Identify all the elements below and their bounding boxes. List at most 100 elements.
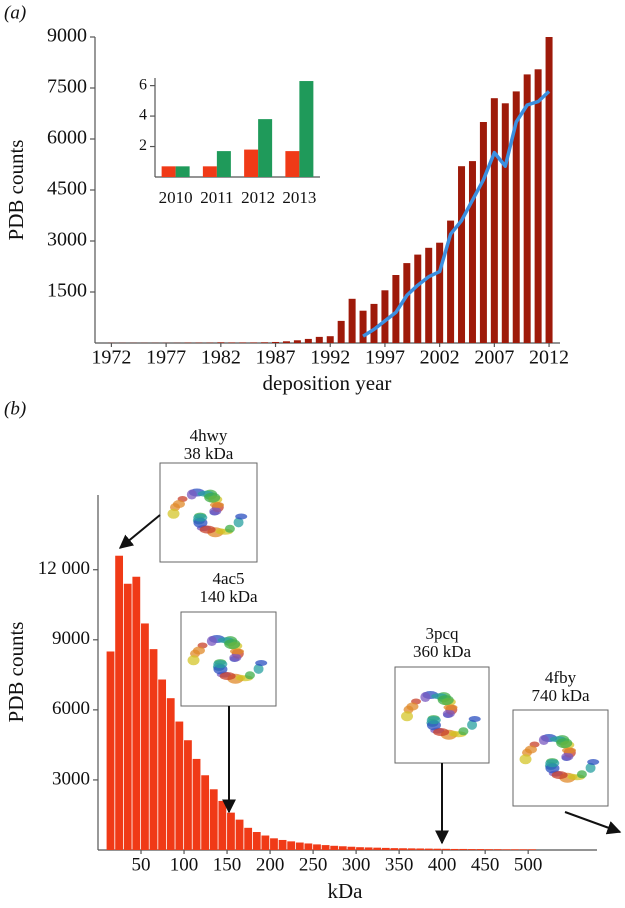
histogram-bar — [321, 845, 330, 850]
x-tick-label: 1992 — [310, 347, 350, 369]
structure-blob — [442, 709, 455, 718]
bar — [216, 151, 231, 177]
x-tick-label: 2011 — [200, 188, 233, 207]
structure-blob — [210, 501, 225, 508]
histogram-bar — [347, 846, 356, 850]
structure-blob — [406, 702, 419, 711]
structure-blob — [255, 659, 268, 666]
x-tick-label: 300 — [342, 854, 371, 875]
panel-label: (a) — [4, 2, 26, 23]
x-tick-label: 400 — [428, 854, 457, 875]
structure-blob — [401, 711, 414, 722]
histogram-bar — [416, 848, 425, 850]
bar — [315, 336, 323, 343]
structure-blob — [538, 735, 549, 746]
annotation-mass: 360 kDa — [413, 642, 472, 661]
histogram-bar — [209, 789, 218, 850]
x-tick-label: 250 — [299, 854, 328, 875]
histogram-bar — [407, 848, 416, 850]
structure-blob — [204, 492, 221, 503]
x-tick-label: 150 — [213, 854, 242, 875]
x-tick-label: 1972 — [91, 347, 131, 369]
annotation-arrow — [118, 514, 161, 549]
y-tick-label: 6000 — [52, 698, 90, 719]
bar — [425, 247, 433, 343]
structure-blob — [468, 715, 481, 722]
histogram-bar — [356, 847, 364, 850]
structure-blob — [556, 738, 573, 749]
structure-blob — [233, 517, 244, 528]
histogram-bar — [278, 839, 287, 850]
structure-blob — [567, 773, 578, 780]
histogram-bar — [442, 848, 450, 850]
histogram-bar — [502, 849, 511, 850]
histogram-bar — [192, 758, 201, 850]
bar — [239, 342, 247, 343]
structure-blob — [206, 636, 217, 647]
structure-blob — [576, 770, 587, 779]
structure-blob — [192, 646, 205, 655]
histogram-bar — [287, 841, 296, 850]
structure-blob — [458, 727, 469, 736]
histogram-bar — [106, 651, 115, 850]
trend-line — [362, 90, 551, 338]
structure-blob — [426, 716, 441, 725]
bar — [250, 342, 258, 343]
x-tick-label: 1987 — [256, 347, 296, 369]
structure-blob — [524, 745, 537, 754]
structure-blob — [519, 754, 532, 765]
structure-blob — [209, 507, 222, 516]
y-tick-label: 9000 — [52, 628, 90, 649]
histogram-bar — [235, 819, 244, 850]
structure-blob — [420, 692, 431, 703]
histogram-bar — [338, 846, 347, 850]
y-tick-label: 1500 — [47, 280, 87, 302]
histogram-bar — [373, 847, 382, 850]
y-tick-label: 4500 — [47, 178, 87, 200]
histogram-bar — [295, 842, 304, 850]
histogram-bar — [261, 835, 270, 850]
x-tick-label: 2012 — [529, 347, 569, 369]
structure-blob — [193, 513, 208, 522]
bar — [359, 310, 367, 343]
histogram-bar — [519, 849, 528, 850]
structure-blob — [562, 747, 577, 754]
histogram-bar — [270, 838, 278, 850]
structure-blob — [199, 525, 216, 534]
histogram-bar — [132, 576, 141, 850]
x-axis-title: kDa — [328, 879, 364, 903]
histogram-bar — [485, 849, 493, 850]
structure-blob — [437, 695, 454, 706]
y-tick-label: 4 — [139, 107, 147, 124]
x-tick-label: 100 — [170, 854, 199, 875]
histogram-bar — [390, 848, 399, 850]
bar — [337, 320, 345, 343]
annotation-name: 4fby — [545, 668, 577, 687]
histogram-bar — [381, 847, 390, 850]
bar — [285, 151, 300, 177]
x-tick-label: 2002 — [420, 347, 460, 369]
x-tick-label: 2013 — [282, 188, 316, 207]
bar — [175, 166, 190, 177]
structure-blob — [448, 730, 459, 737]
histogram-bar — [467, 849, 476, 850]
histogram-bar — [218, 800, 227, 850]
annotation-name: 3pcq — [425, 624, 459, 643]
histogram-bar — [227, 812, 235, 850]
structure-blob — [230, 648, 245, 655]
bar — [534, 69, 542, 344]
structure-blob — [443, 704, 458, 711]
y-tick-label: 12 000 — [38, 558, 90, 579]
x-tick-label: 1982 — [201, 347, 241, 369]
histogram-bar — [313, 844, 321, 850]
histogram-bar — [149, 649, 158, 850]
x-tick-label: 2010 — [159, 188, 193, 207]
x-tick-label: 50 — [132, 854, 151, 875]
histogram-bar — [493, 849, 502, 850]
y-tick-label: 3000 — [47, 229, 87, 251]
bar — [202, 166, 217, 177]
structure-blob — [587, 758, 600, 765]
histogram-bar — [330, 845, 339, 850]
x-tick-label: 450 — [471, 854, 500, 875]
